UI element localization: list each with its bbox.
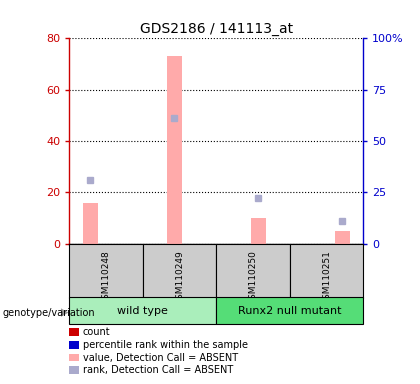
Bar: [251, 218, 266, 244]
Text: rank, Detection Call = ABSENT: rank, Detection Call = ABSENT: [83, 365, 233, 375]
Bar: [69, 244, 143, 298]
Text: GSM110249: GSM110249: [175, 250, 184, 305]
Text: genotype/variation: genotype/variation: [2, 308, 95, 318]
Bar: [216, 244, 290, 298]
Bar: [69, 297, 216, 324]
Bar: [335, 231, 350, 244]
Text: GSM110248: GSM110248: [102, 250, 110, 305]
Bar: [143, 244, 216, 298]
Bar: [216, 297, 363, 324]
Bar: [290, 244, 363, 298]
Text: percentile rank within the sample: percentile rank within the sample: [83, 340, 248, 350]
Text: wild type: wild type: [117, 306, 168, 316]
Text: GSM110250: GSM110250: [249, 250, 257, 305]
Text: value, Detection Call = ABSENT: value, Detection Call = ABSENT: [83, 353, 238, 362]
Text: count: count: [83, 327, 110, 337]
Title: GDS2186 / 141113_at: GDS2186 / 141113_at: [140, 22, 293, 36]
Text: Runx2 null mutant: Runx2 null mutant: [238, 306, 341, 316]
Text: GSM110251: GSM110251: [322, 250, 331, 305]
Bar: [83, 203, 98, 244]
Polygon shape: [61, 308, 68, 317]
Bar: [167, 56, 182, 244]
